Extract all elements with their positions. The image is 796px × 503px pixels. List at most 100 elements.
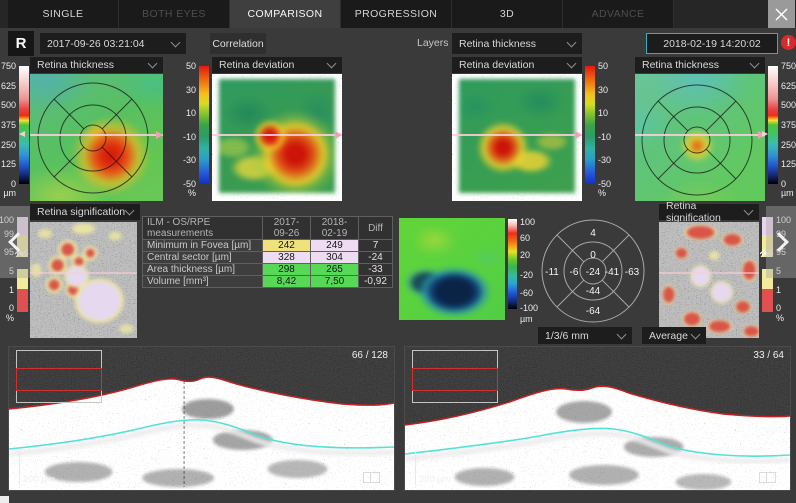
- segmentation-line-cyan: [405, 427, 790, 457]
- bscan-position-line[interactable]: [659, 272, 759, 274]
- chevron-down-icon: [170, 37, 181, 47]
- scan-position-marker: [762, 131, 768, 137]
- map4-layer-dropdown[interactable]: Retina thickness: [635, 57, 765, 73]
- thickness-map-baseline[interactable]: [30, 74, 163, 201]
- layout-tool-icon[interactable]: [759, 472, 776, 483]
- map2-layer-value: Retina deviation: [219, 59, 295, 71]
- sector-value: -11: [545, 267, 559, 278]
- sector-value: -44: [586, 286, 601, 297]
- signification-colorbar-right: [762, 269, 773, 289]
- signification-colorbar-left: [17, 289, 28, 312]
- grid-size-value: 1/3/6 mm: [545, 329, 589, 342]
- signification-value-right: Retina signification: [666, 200, 721, 224]
- signification-map-baseline[interactable]: [30, 222, 137, 338]
- signification-colorbar-right: [762, 235, 773, 257]
- sector-value: -41: [605, 267, 620, 278]
- close-icon: [775, 7, 788, 21]
- scan-region-red-box: [412, 368, 498, 391]
- scale-ruler: 200 µm: [19, 451, 55, 485]
- thickness-difference-map[interactable]: [399, 218, 505, 320]
- table-header-row: ILM - OS/RPE measurements 2017-09-26 201…: [142, 216, 393, 240]
- exam-date-right[interactable]: 2018-02-19 14:20:02: [646, 33, 778, 54]
- tab-bar: SINGLE BOTH EYES COMPARISON PROGRESSION …: [0, 0, 796, 28]
- bscan-index: 66 / 128: [351, 350, 388, 361]
- scale-ruler: 200 µm: [415, 451, 451, 485]
- col-baseline-date: 2017-09-26: [262, 216, 311, 240]
- map3-layer-dropdown[interactable]: Retina deviation: [452, 57, 582, 73]
- bscan-position-line[interactable]: [635, 131, 765, 139]
- close-button[interactable]: [768, 0, 795, 28]
- scanline-arrow-icon: [758, 131, 765, 139]
- chevron-down-icon: [566, 37, 577, 47]
- layers-dropdown[interactable]: Retina thickness: [452, 33, 582, 54]
- bscan-position-line[interactable]: [30, 272, 137, 274]
- sector-value: 4: [590, 228, 596, 239]
- correlation-button[interactable]: Correlation: [210, 33, 266, 54]
- bscan-position-line[interactable]: [30, 131, 163, 139]
- bscan-position-line[interactable]: [212, 131, 342, 139]
- bscan-viewer-followup[interactable]: 33 / 64 200 µm: [404, 346, 791, 491]
- signification-map-colors: [659, 222, 759, 338]
- alert-icon[interactable]: !: [781, 35, 796, 50]
- exam-date-left-dropdown[interactable]: 2017-09-26 03:21:04: [40, 33, 186, 54]
- thickness-map-followup[interactable]: [635, 74, 765, 201]
- chevron-down-icon: [566, 58, 577, 69]
- tab-single[interactable]: SINGLE: [8, 0, 119, 28]
- etdrs-difference-diagram: 4 0 -11 -6 -24 -41 -63 -44 -64: [541, 219, 645, 323]
- oct-bscan-image: [9, 347, 394, 490]
- thickness-scale-labels-right: 750 625 500 375 250 125 0 µm: [781, 61, 796, 198]
- tab-progression[interactable]: PROGRESSION: [341, 0, 452, 28]
- signification-colorbar-left: [17, 217, 28, 235]
- map1-layer-dropdown[interactable]: Retina thickness: [30, 57, 163, 73]
- table-row: Central sector [µm] 328 304 -24: [142, 251, 393, 264]
- difference-map-colors: [399, 218, 505, 320]
- tab-3d[interactable]: 3D: [452, 0, 563, 28]
- scale-break-icon: [15, 249, 29, 257]
- deviation-map-baseline[interactable]: [212, 74, 342, 201]
- statistic-value: Average: [649, 329, 688, 342]
- table-row: Volume [mm³] 8,42 7,50 -0,92: [142, 275, 393, 288]
- grid-size-dropdown[interactable]: 1/3/6 mm: [538, 327, 632, 344]
- deviation-scale-labels-left: 50 30 10 -10 -30 -50 %: [182, 61, 196, 198]
- deviation-map-followup[interactable]: [452, 74, 582, 201]
- scan-position-marker: [19, 131, 25, 137]
- chevron-down-icon: [326, 58, 337, 69]
- chevron-down-icon: [749, 58, 760, 69]
- layout-tool-icon[interactable]: [363, 472, 380, 483]
- layers-label: Layers: [417, 37, 449, 49]
- statistic-dropdown[interactable]: Average: [642, 327, 706, 344]
- thickness-map-colors: [30, 74, 163, 201]
- laterality-badge: R: [8, 31, 34, 56]
- scan-region-red-box: [16, 368, 102, 391]
- bscan-position-line[interactable]: [452, 131, 582, 139]
- etdrs-grid-overlay: [37, 82, 149, 194]
- segmentation-line-cyan: [9, 419, 394, 450]
- signification-dropdown-left[interactable]: Retina signification: [30, 204, 140, 220]
- scan-region-indicator: [16, 350, 102, 403]
- chevron-left-icon: [7, 232, 28, 252]
- difference-scale-labels: 100 60 20 -20 -60 -100 µm: [520, 217, 539, 324]
- thickness-colorbar-left: [19, 66, 29, 184]
- bscan-index: 33 / 64: [753, 350, 784, 361]
- next-exam-arrow[interactable]: [766, 206, 796, 278]
- signification-map-colors: [30, 222, 137, 338]
- chevron-down-icon: [690, 329, 701, 339]
- signification-dropdown-right[interactable]: Retina signification: [659, 200, 759, 224]
- map2-layer-dropdown[interactable]: Retina deviation: [212, 57, 342, 73]
- table-title: ILM - OS/RPE measurements: [142, 216, 263, 240]
- layers-value: Retina thickness: [459, 37, 537, 50]
- scan-region-indicator: [412, 350, 498, 403]
- bscan-viewer-baseline[interactable]: 66 / 128 200 µm: [8, 346, 395, 491]
- chevron-down-icon: [124, 205, 135, 216]
- chevron-right-icon: [768, 232, 789, 252]
- signification-colorbar-right: [762, 217, 773, 235]
- col-followup-date: 2018-02-19: [310, 216, 359, 240]
- exam-date-left-value: 2017-09-26 03:21:04: [47, 37, 145, 50]
- etdrs-grid-overlay: [641, 84, 753, 196]
- col-diff: Diff: [358, 216, 393, 240]
- tab-comparison[interactable]: COMPARISON: [230, 0, 341, 28]
- signification-map-followup[interactable]: [659, 222, 759, 338]
- previous-exam-arrow[interactable]: [0, 206, 30, 278]
- oct-bscan-image: [405, 347, 790, 490]
